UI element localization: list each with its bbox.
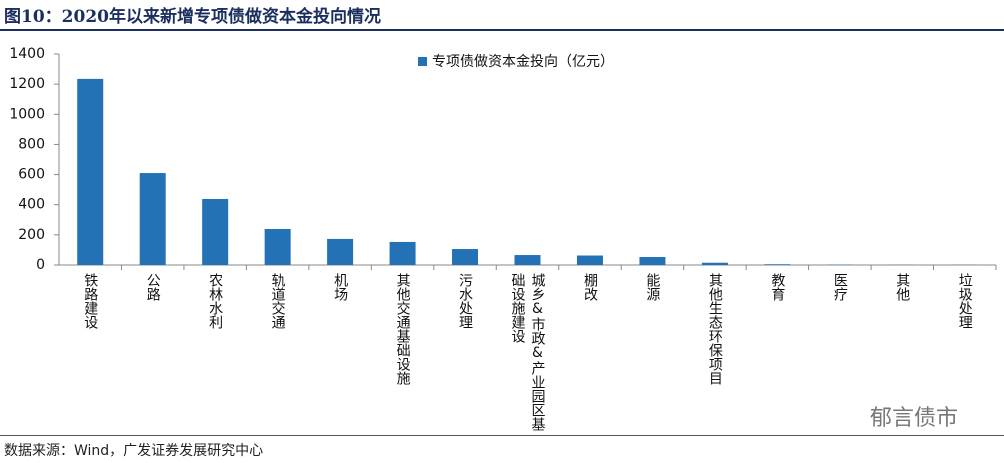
y-tick-label: 1000 — [9, 106, 45, 122]
bar — [514, 255, 541, 265]
bar — [139, 173, 166, 265]
x-tick-label: 轨道交通 — [269, 273, 286, 329]
x-tick-label: 能源 — [644, 273, 661, 301]
source-rule — [0, 435, 1004, 436]
x-tick-label: 城乡&市政&产业园区基础设施建设 — [509, 273, 546, 431]
source-note: 数据来源：Wind，广发证券发展研究中心 — [4, 443, 264, 459]
bar — [764, 264, 791, 265]
y-tick-label: 0 — [36, 257, 45, 273]
bar — [452, 249, 479, 265]
watermark: 郁言债市 — [870, 406, 959, 431]
x-tick-label: 医疗 — [831, 273, 848, 301]
x-tick-label: 铁路建设 — [82, 273, 99, 329]
x-tick-label: 农林水利 — [207, 273, 224, 329]
x-tick-label: 公路 — [144, 273, 161, 301]
x-tick-label: 污水处理 — [457, 273, 474, 329]
legend-swatch — [418, 57, 427, 66]
legend-label: 专项债做资本金投向（亿元） — [432, 54, 614, 70]
y-tick-label: 400 — [18, 197, 45, 213]
y-tick-label: 1200 — [9, 76, 45, 92]
x-tick-label: 其他 — [894, 273, 911, 301]
y-tick-label: 800 — [18, 136, 45, 152]
bar — [264, 228, 291, 265]
x-tick-label: 其他生态环保项目 — [706, 273, 723, 385]
x-tick-label: 教育 — [769, 273, 786, 301]
y-tick-label: 1400 — [9, 46, 45, 62]
x-tick-label: 垃圾处理 — [956, 273, 973, 329]
chart-title: 图10：2020年以来新增专项债做资本金投向情况 — [4, 7, 381, 27]
x-tick-label: 机场 — [332, 273, 349, 301]
bar — [77, 78, 104, 265]
bar — [202, 198, 229, 265]
bar — [389, 241, 416, 265]
x-tick-label: 其他交通基础设施 — [394, 273, 411, 385]
title-rule — [0, 29, 1004, 31]
bar — [576, 255, 603, 265]
bar — [701, 262, 728, 265]
x-tick-label: 棚改 — [581, 273, 598, 301]
y-tick-label: 600 — [18, 167, 45, 183]
bar — [639, 257, 666, 265]
bar — [327, 238, 354, 265]
y-tick-label: 200 — [18, 227, 45, 243]
